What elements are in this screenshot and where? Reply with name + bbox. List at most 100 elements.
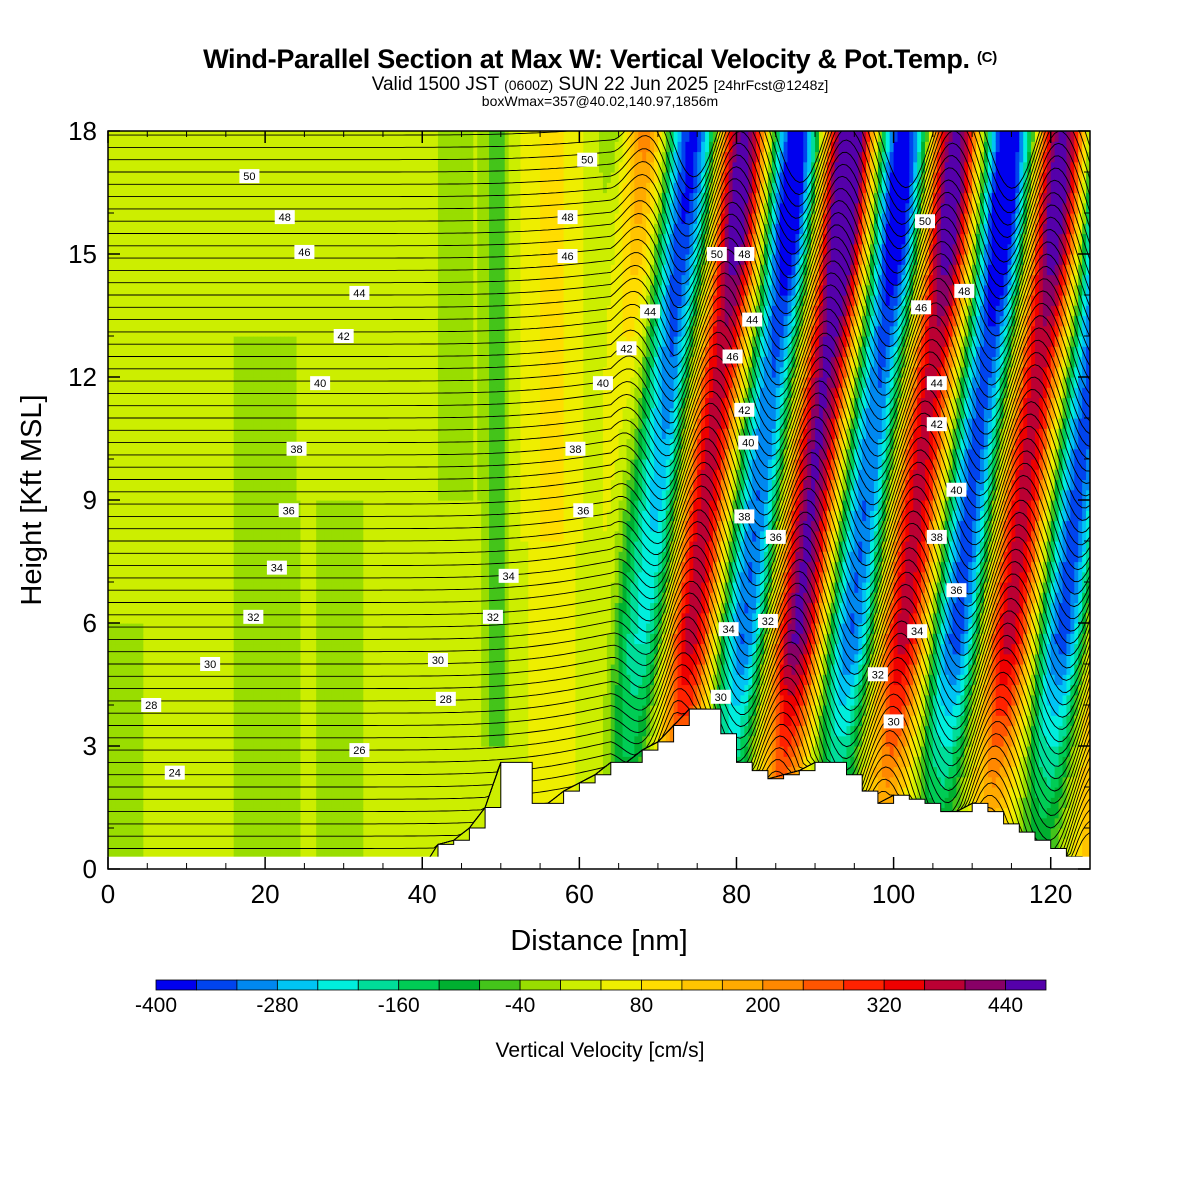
velocity-cell: [253, 284, 258, 296]
velocity-cell: [115, 336, 121, 347]
velocity-cell: [363, 848, 368, 860]
velocity-cell: [312, 571, 317, 583]
velocity-cell: [288, 479, 294, 491]
velocity-cell: [202, 325, 207, 337]
velocity-cell: [115, 817, 121, 829]
velocity-cell: [245, 653, 251, 665]
velocity-cell: [123, 838, 129, 850]
velocity-cell: [241, 182, 247, 194]
velocity-cell: [194, 243, 199, 255]
velocity-cell: [233, 233, 239, 245]
velocity-cell: [351, 377, 357, 388]
velocity-cell: [276, 223, 282, 235]
velocity-cell: [351, 459, 357, 470]
velocity-cell: [108, 284, 113, 296]
velocity-cell: [249, 233, 254, 245]
velocity-cell: [288, 848, 294, 860]
velocity-cell: [359, 254, 364, 265]
velocity-cell: [327, 776, 333, 788]
velocity-cell: [351, 223, 357, 235]
velocity-cell: [115, 838, 121, 850]
velocity-cell: [312, 582, 317, 593]
velocity-cell: [320, 295, 325, 306]
velocity-cell: [249, 479, 254, 491]
velocity-cell: [162, 438, 168, 450]
velocity-cell: [288, 141, 294, 153]
velocity-cell: [194, 582, 199, 593]
velocity-cell: [178, 264, 184, 276]
velocity-cell: [296, 182, 302, 194]
velocity-cell: [159, 172, 164, 183]
velocity-cell: [304, 418, 309, 429]
velocity-cell: [375, 315, 380, 327]
velocity-cell: [127, 582, 133, 593]
velocity-cell: [288, 223, 294, 235]
velocity-cell: [174, 664, 180, 675]
velocity-cell: [178, 428, 184, 440]
velocity-cell: [300, 848, 305, 860]
velocity-cell: [166, 776, 172, 788]
velocity-cell: [135, 397, 141, 409]
velocity-cell: [115, 213, 121, 224]
velocity-cell: [151, 807, 156, 819]
velocity-cell: [347, 756, 353, 768]
velocity-cell: [300, 633, 305, 645]
velocity-cell: [272, 551, 278, 563]
velocity-cell: [253, 571, 258, 583]
velocity-cell: [339, 623, 345, 634]
velocity-cell: [363, 592, 368, 604]
velocity-cell: [331, 787, 337, 798]
velocity-cell: [379, 725, 384, 737]
velocity-cell: [123, 715, 129, 727]
velocity-cell: [316, 151, 321, 163]
velocity-cell: [131, 766, 137, 778]
velocity-cell: [198, 223, 203, 235]
velocity-cell: [249, 694, 254, 706]
velocity-cell: [194, 571, 199, 583]
velocity-cell: [347, 295, 353, 306]
velocity-cell: [320, 838, 325, 850]
velocity-cell: [280, 551, 286, 563]
velocity-cell: [347, 664, 353, 675]
velocity-cell: [261, 469, 266, 481]
velocity-cell: [296, 530, 302, 542]
velocity-cell: [115, 756, 121, 768]
velocity-cell: [261, 756, 266, 768]
velocity-cell: [304, 541, 309, 552]
velocity-cell: [170, 571, 176, 583]
velocity-cell: [186, 172, 192, 183]
velocity-cell: [375, 510, 380, 522]
velocity-cell: [143, 131, 148, 142]
velocity-cell: [123, 571, 129, 583]
velocity-cell: [111, 735, 117, 747]
velocity-cell: [331, 705, 337, 716]
velocity-cell: [162, 684, 168, 696]
velocity-cell: [261, 735, 266, 747]
velocity-cell: [371, 776, 376, 788]
velocity-cell: [182, 787, 188, 798]
velocity-cell: [214, 684, 219, 696]
velocity-cell: [276, 151, 282, 163]
velocity-cell: [304, 643, 309, 655]
velocity-cell: [229, 653, 235, 665]
velocity-cell: [119, 325, 125, 337]
velocity-cell: [351, 346, 357, 358]
velocity-cell: [253, 735, 258, 747]
velocity-cell: [241, 418, 247, 429]
velocity-cell: [245, 192, 251, 204]
velocity-cell: [308, 356, 313, 368]
velocity-cell: [186, 397, 192, 409]
velocity-cell: [347, 223, 353, 235]
velocity-cell: [331, 202, 337, 214]
velocity-cell: [237, 571, 243, 583]
velocity-cell: [265, 161, 270, 173]
velocity-cell: [308, 633, 313, 645]
velocity-cell: [198, 141, 203, 153]
velocity-cell: [123, 684, 129, 696]
velocity-cell: [339, 489, 345, 501]
velocity-cell: [359, 489, 364, 501]
velocity-cell: [304, 571, 309, 583]
velocity-cell: [190, 623, 196, 634]
velocity-cell: [367, 305, 372, 317]
velocity-cell: [119, 172, 125, 183]
